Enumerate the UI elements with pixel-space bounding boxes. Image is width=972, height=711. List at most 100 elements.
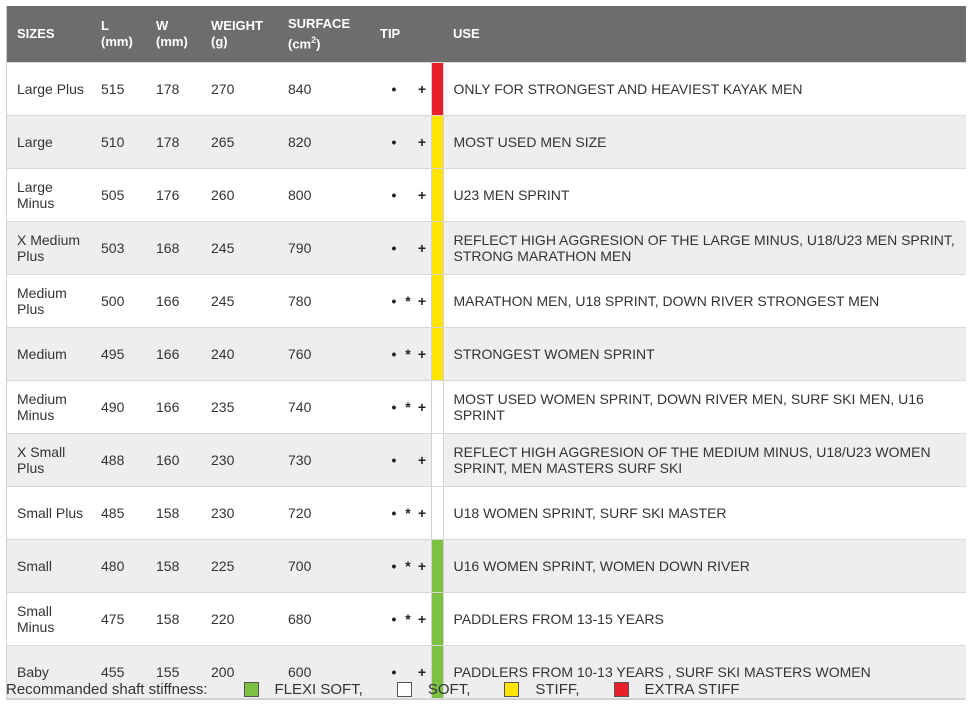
tip-cell: • + — [370, 115, 431, 169]
tip-cell: • + — [370, 62, 431, 116]
legend-swatch — [396, 681, 412, 697]
size-cell: Large — [7, 115, 91, 169]
size-cell: Medium Minus — [7, 380, 91, 434]
length-cell: 475 — [91, 592, 146, 646]
legend-label: Recommanded shaft stiffness: — [6, 680, 208, 698]
tip-symbol: + — [417, 346, 427, 362]
weight-cell: 265 — [201, 115, 278, 169]
legend-swatch — [243, 681, 259, 697]
legend-swatch — [504, 681, 520, 697]
length-cell: 480 — [91, 539, 146, 593]
weight-cell: 230 — [201, 433, 278, 487]
use-cell: MARATHON MEN, U18 SPRINT, DOWN RIVER STR… — [443, 274, 966, 328]
stiffness-bar — [430, 380, 444, 434]
table-row: Medium 495 166 240 760 • * + STRONGEST WOMEN SPR… — [7, 327, 966, 381]
weight-cell: 200 — [201, 645, 278, 699]
stiffness-bar-fill — [431, 328, 443, 380]
tip-symbol: + — [417, 558, 427, 574]
tip-symbol: * — [405, 399, 411, 415]
tip-symbol: + — [417, 187, 427, 203]
tip-symbol: • — [391, 399, 397, 415]
surface-cell: 680 — [278, 592, 370, 646]
stiffness-bar — [430, 592, 444, 646]
tip-symbols: • + — [388, 664, 428, 680]
stiffness-bar-fill — [431, 381, 443, 433]
length-cell: 485 — [91, 486, 146, 540]
width-cell: 178 — [146, 115, 201, 169]
tip-symbol: • — [391, 346, 397, 362]
size-cell: Large Plus — [7, 62, 91, 116]
length-cell: 505 — [91, 168, 146, 222]
surface-cell: 700 — [278, 539, 370, 593]
weight-cell: 245 — [201, 221, 278, 275]
tip-cell: • + — [370, 433, 431, 487]
use-cell: U23 MEN SPRINT — [443, 168, 966, 222]
tip-cell: • * + — [370, 380, 431, 434]
tip-symbol: • — [391, 505, 397, 521]
surface-cell: 790 — [278, 221, 370, 275]
tip-cell: • * + — [370, 592, 431, 646]
tip-symbols: • * + — [388, 399, 428, 415]
width-cell: 158 — [146, 486, 201, 540]
stiffness-bar — [430, 274, 444, 328]
table-row: X Small Plus 488 160 230 730 • + REFLECT HIGH A… — [7, 433, 966, 487]
stiffness-bar-fill — [431, 540, 443, 592]
width-cell: 176 — [146, 168, 201, 222]
surface-cell: 760 — [278, 327, 370, 381]
stiffness-bar — [430, 486, 444, 540]
table-row: Small 480 158 225 700 • * + U16 WOMEN SPRINT, WO… — [7, 539, 966, 593]
size-cell: Small Minus — [7, 592, 91, 646]
stiffness-bar-fill — [431, 169, 443, 221]
legend-item: FLEXI SOFT, — [243, 681, 363, 698]
stiffness-bar — [430, 62, 444, 116]
weight-cell: 225 — [201, 539, 278, 593]
use-cell: PADDLERS FROM 10-13 YEARS , SURF SKI MAS… — [443, 645, 966, 699]
length-cell: 495 — [91, 327, 146, 381]
tip-symbol: + — [417, 134, 427, 150]
size-cell: Large Minus — [7, 168, 91, 222]
size-cell: X Medium Plus — [7, 221, 91, 275]
tip-symbol: • — [391, 134, 397, 150]
weight-cell: 220 — [201, 592, 278, 646]
tip-symbol: • — [391, 664, 397, 680]
size-cell: Medium Plus — [7, 274, 91, 328]
tip-symbol — [402, 452, 414, 468]
tip-symbol: • — [391, 611, 397, 627]
length-cell: 490 — [91, 380, 146, 434]
tip-symbols: • * + — [388, 293, 428, 309]
weight-cell: 245 — [201, 274, 278, 328]
stiffness-bar — [430, 327, 444, 381]
tip-symbols: • * + — [388, 346, 428, 362]
use-cell: REFLECT HIGH AGGRESION OF THE LARGE MINU… — [443, 221, 966, 275]
tip-symbol: + — [417, 293, 427, 309]
header-stiffness-bar — [431, 6, 443, 63]
tip-symbol: • — [391, 293, 397, 309]
surface-cell: 820 — [278, 115, 370, 169]
tip-symbol: * — [405, 346, 411, 362]
surface-cell: 600 — [278, 645, 370, 699]
table-row: X Medium Plus 503 168 245 790 • + REFLECT HIGH … — [7, 221, 966, 275]
size-cell: Small Plus — [7, 486, 91, 540]
header-surface: SURFACE (cm2) — [278, 6, 370, 63]
tip-symbol: * — [405, 293, 411, 309]
tip-symbol — [402, 240, 414, 256]
table-row: Medium Minus 490 166 235 740 • * + MOST USED WOM… — [7, 380, 966, 434]
tip-symbol: • — [391, 558, 397, 574]
stiffness-bar — [430, 115, 444, 169]
tip-symbols: • + — [388, 452, 428, 468]
tip-cell: • * + — [370, 327, 431, 381]
header-length: L (mm) — [91, 6, 146, 63]
width-cell: 166 — [146, 327, 201, 381]
use-cell: MOST USED WOMEN SPRINT, DOWN RIVER MEN, … — [443, 380, 966, 434]
length-cell: 510 — [91, 115, 146, 169]
use-cell: REFLECT HIGH AGGRESION OF THE MEDIUM MIN… — [443, 433, 966, 487]
legend-swatch — [613, 681, 629, 697]
width-cell: 158 — [146, 592, 201, 646]
tip-symbols: • + — [388, 187, 428, 203]
tip-symbol: + — [417, 505, 427, 521]
table-row: Large Plus 515 178 270 840 • + ONLY FOR STRONGE… — [7, 62, 966, 116]
tip-symbols: • * + — [388, 558, 428, 574]
use-cell: ONLY FOR STRONGEST AND HEAVIEST KAYAK ME… — [443, 62, 966, 116]
header-use: USE — [443, 6, 966, 63]
legend-item-label: SOFT, — [427, 680, 471, 698]
